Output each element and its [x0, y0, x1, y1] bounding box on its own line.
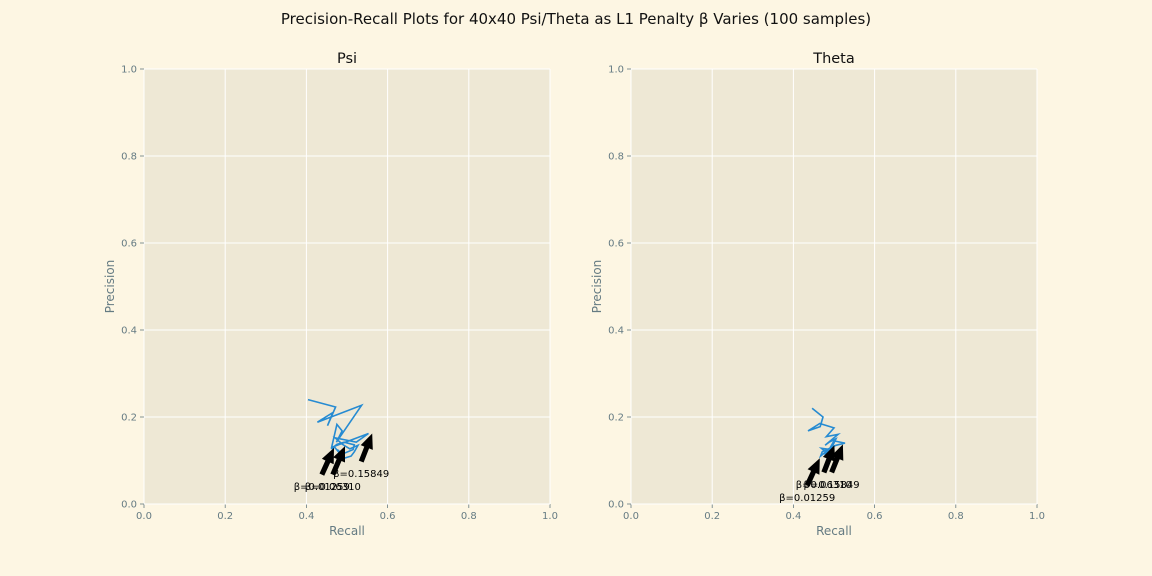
annotation-label: β=0.15849: [333, 469, 389, 480]
y-axis-label: Precision: [103, 260, 117, 314]
y-tick-label: 1.0: [121, 65, 137, 76]
y-tick-label: 0.2: [121, 413, 137, 424]
x-tick-label: 0.4: [298, 511, 314, 522]
panel-title: Theta: [812, 51, 855, 67]
x-tick-label: 1.0: [1029, 511, 1045, 522]
annotation-arrow: [821, 445, 835, 474]
x-tick-label: 1.0: [542, 511, 558, 522]
x-tick-label: 0.6: [867, 511, 883, 522]
y-tick-label: 0.6: [608, 239, 624, 250]
x-tick-label: 0.0: [623, 511, 639, 522]
y-axis-label: Precision: [590, 260, 604, 314]
x-tick-label: 0.2: [704, 511, 720, 522]
plot-area: [631, 69, 1037, 504]
y-tick-label: 0.8: [608, 152, 624, 163]
y-tick-label: 0.4: [121, 326, 137, 337]
annotation-arrow: [804, 458, 820, 487]
x-tick-label: 0.8: [461, 511, 477, 522]
y-tick-label: 0.2: [608, 413, 624, 424]
x-tick-label: 0.4: [785, 511, 801, 522]
annotation-arrow: [330, 446, 345, 476]
y-tick-label: 0.4: [608, 326, 624, 337]
annotation-label: β=0.01259: [779, 493, 835, 504]
x-tick-label: 0.6: [380, 511, 396, 522]
y-tick-label: 1.0: [608, 65, 624, 76]
figure-title: Precision-Recall Plots for 40x40 Psi/The…: [281, 10, 871, 28]
annotation-arrow: [319, 447, 334, 476]
y-tick-label: 0.0: [121, 500, 137, 511]
annotation-label: β=0.01259: [294, 482, 350, 493]
annotation-label: β=0.06310: [305, 482, 361, 493]
panel-title: Psi: [337, 51, 357, 67]
x-tick-label: 0.2: [217, 511, 233, 522]
x-tick-label: 0.8: [948, 511, 964, 522]
series-line: [807, 407, 846, 459]
y-tick-label: 0.8: [121, 152, 137, 163]
x-axis-label: Recall: [816, 524, 852, 538]
y-tick-label: 0.0: [608, 500, 624, 511]
annotation-label: β=0.15849: [804, 480, 860, 491]
theta-panel: 0.0 0.2 0.4 0.6 0.8 1.0 0.0 0.2 0.4 0.6 0.8 1.0 Thet…: [590, 51, 1045, 538]
annotation-arrow: [829, 444, 844, 474]
psi-panel: 0.0 0.2 0.4 0.6 0.8 1.0 0.0 0.2 0.4 0.6 0.8 1.0 Psi R…: [103, 51, 558, 538]
plot-area: [144, 69, 550, 504]
annotation-label: β=0.06310: [796, 480, 852, 491]
series-line: [307, 398, 369, 460]
x-axis-label: Recall: [329, 524, 365, 538]
y-tick-label: 0.6: [121, 239, 137, 250]
x-tick-label: 0.0: [136, 511, 152, 522]
annotation-arrow: [358, 433, 373, 463]
